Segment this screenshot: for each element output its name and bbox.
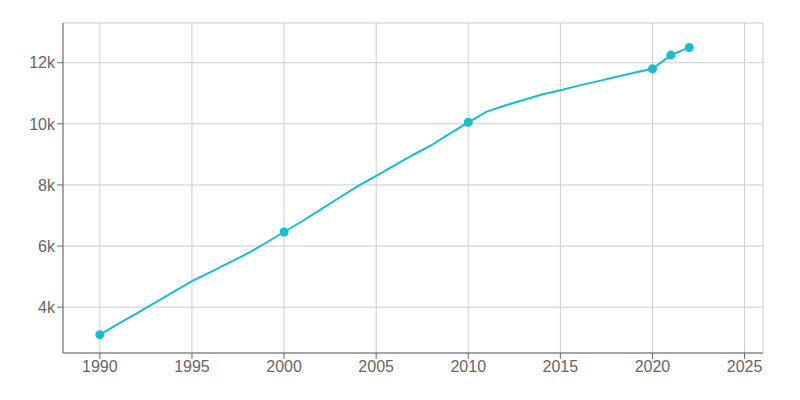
svg-text:2020: 2020 <box>635 358 671 375</box>
svg-text:2015: 2015 <box>543 358 579 375</box>
svg-text:2005: 2005 <box>358 358 394 375</box>
svg-text:2000: 2000 <box>266 358 302 375</box>
svg-text:6k: 6k <box>38 238 56 255</box>
svg-text:4k: 4k <box>38 299 56 316</box>
svg-text:8k: 8k <box>38 177 56 194</box>
svg-text:2010: 2010 <box>450 358 486 375</box>
svg-text:2025: 2025 <box>727 358 763 375</box>
svg-text:1995: 1995 <box>174 358 210 375</box>
svg-text:10k: 10k <box>29 116 56 133</box>
svg-text:12k: 12k <box>29 54 56 71</box>
svg-text:1990: 1990 <box>82 358 118 375</box>
